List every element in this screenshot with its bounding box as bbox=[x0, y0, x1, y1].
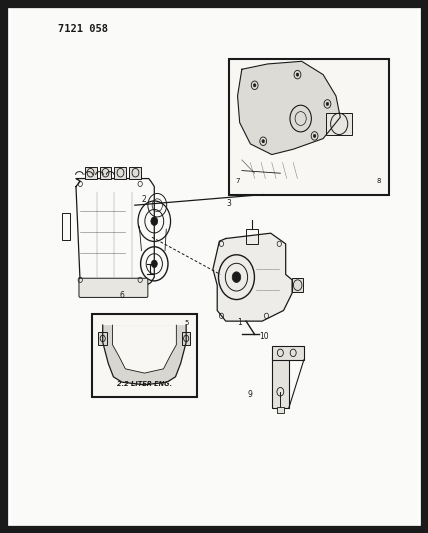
Text: 2.2 LITER ENG.: 2.2 LITER ENG. bbox=[117, 382, 172, 387]
Text: 10: 10 bbox=[259, 333, 269, 341]
Circle shape bbox=[232, 272, 241, 282]
Bar bbox=[129, 167, 141, 179]
Circle shape bbox=[151, 217, 158, 225]
Bar bbox=[326, 113, 352, 134]
Circle shape bbox=[152, 260, 158, 268]
Bar bbox=[272, 346, 304, 360]
Text: 7121 058: 7121 058 bbox=[58, 24, 108, 34]
Bar bbox=[277, 407, 284, 413]
Polygon shape bbox=[238, 61, 340, 155]
Bar bbox=[182, 332, 190, 345]
Bar bbox=[62, 213, 71, 240]
Circle shape bbox=[326, 102, 329, 106]
Text: 8: 8 bbox=[376, 178, 381, 184]
Bar bbox=[246, 229, 258, 244]
Polygon shape bbox=[213, 233, 292, 321]
Text: 3: 3 bbox=[226, 199, 232, 208]
Bar bbox=[84, 167, 96, 179]
Polygon shape bbox=[113, 325, 176, 373]
Polygon shape bbox=[103, 325, 186, 385]
Bar bbox=[98, 332, 107, 345]
Bar bbox=[115, 167, 127, 179]
Bar bbox=[229, 59, 389, 195]
Bar bbox=[292, 278, 303, 292]
Bar bbox=[272, 357, 289, 408]
Circle shape bbox=[253, 84, 256, 87]
Text: 5: 5 bbox=[184, 320, 188, 326]
Bar bbox=[99, 167, 111, 179]
Text: 2: 2 bbox=[141, 196, 146, 204]
Text: 6: 6 bbox=[119, 292, 125, 300]
Circle shape bbox=[262, 140, 265, 143]
Circle shape bbox=[313, 134, 316, 138]
Text: 9: 9 bbox=[248, 390, 253, 399]
FancyBboxPatch shape bbox=[79, 278, 148, 297]
Circle shape bbox=[296, 73, 299, 76]
Text: 1: 1 bbox=[237, 318, 242, 327]
Bar bbox=[92, 314, 197, 397]
Text: 7: 7 bbox=[235, 178, 240, 184]
